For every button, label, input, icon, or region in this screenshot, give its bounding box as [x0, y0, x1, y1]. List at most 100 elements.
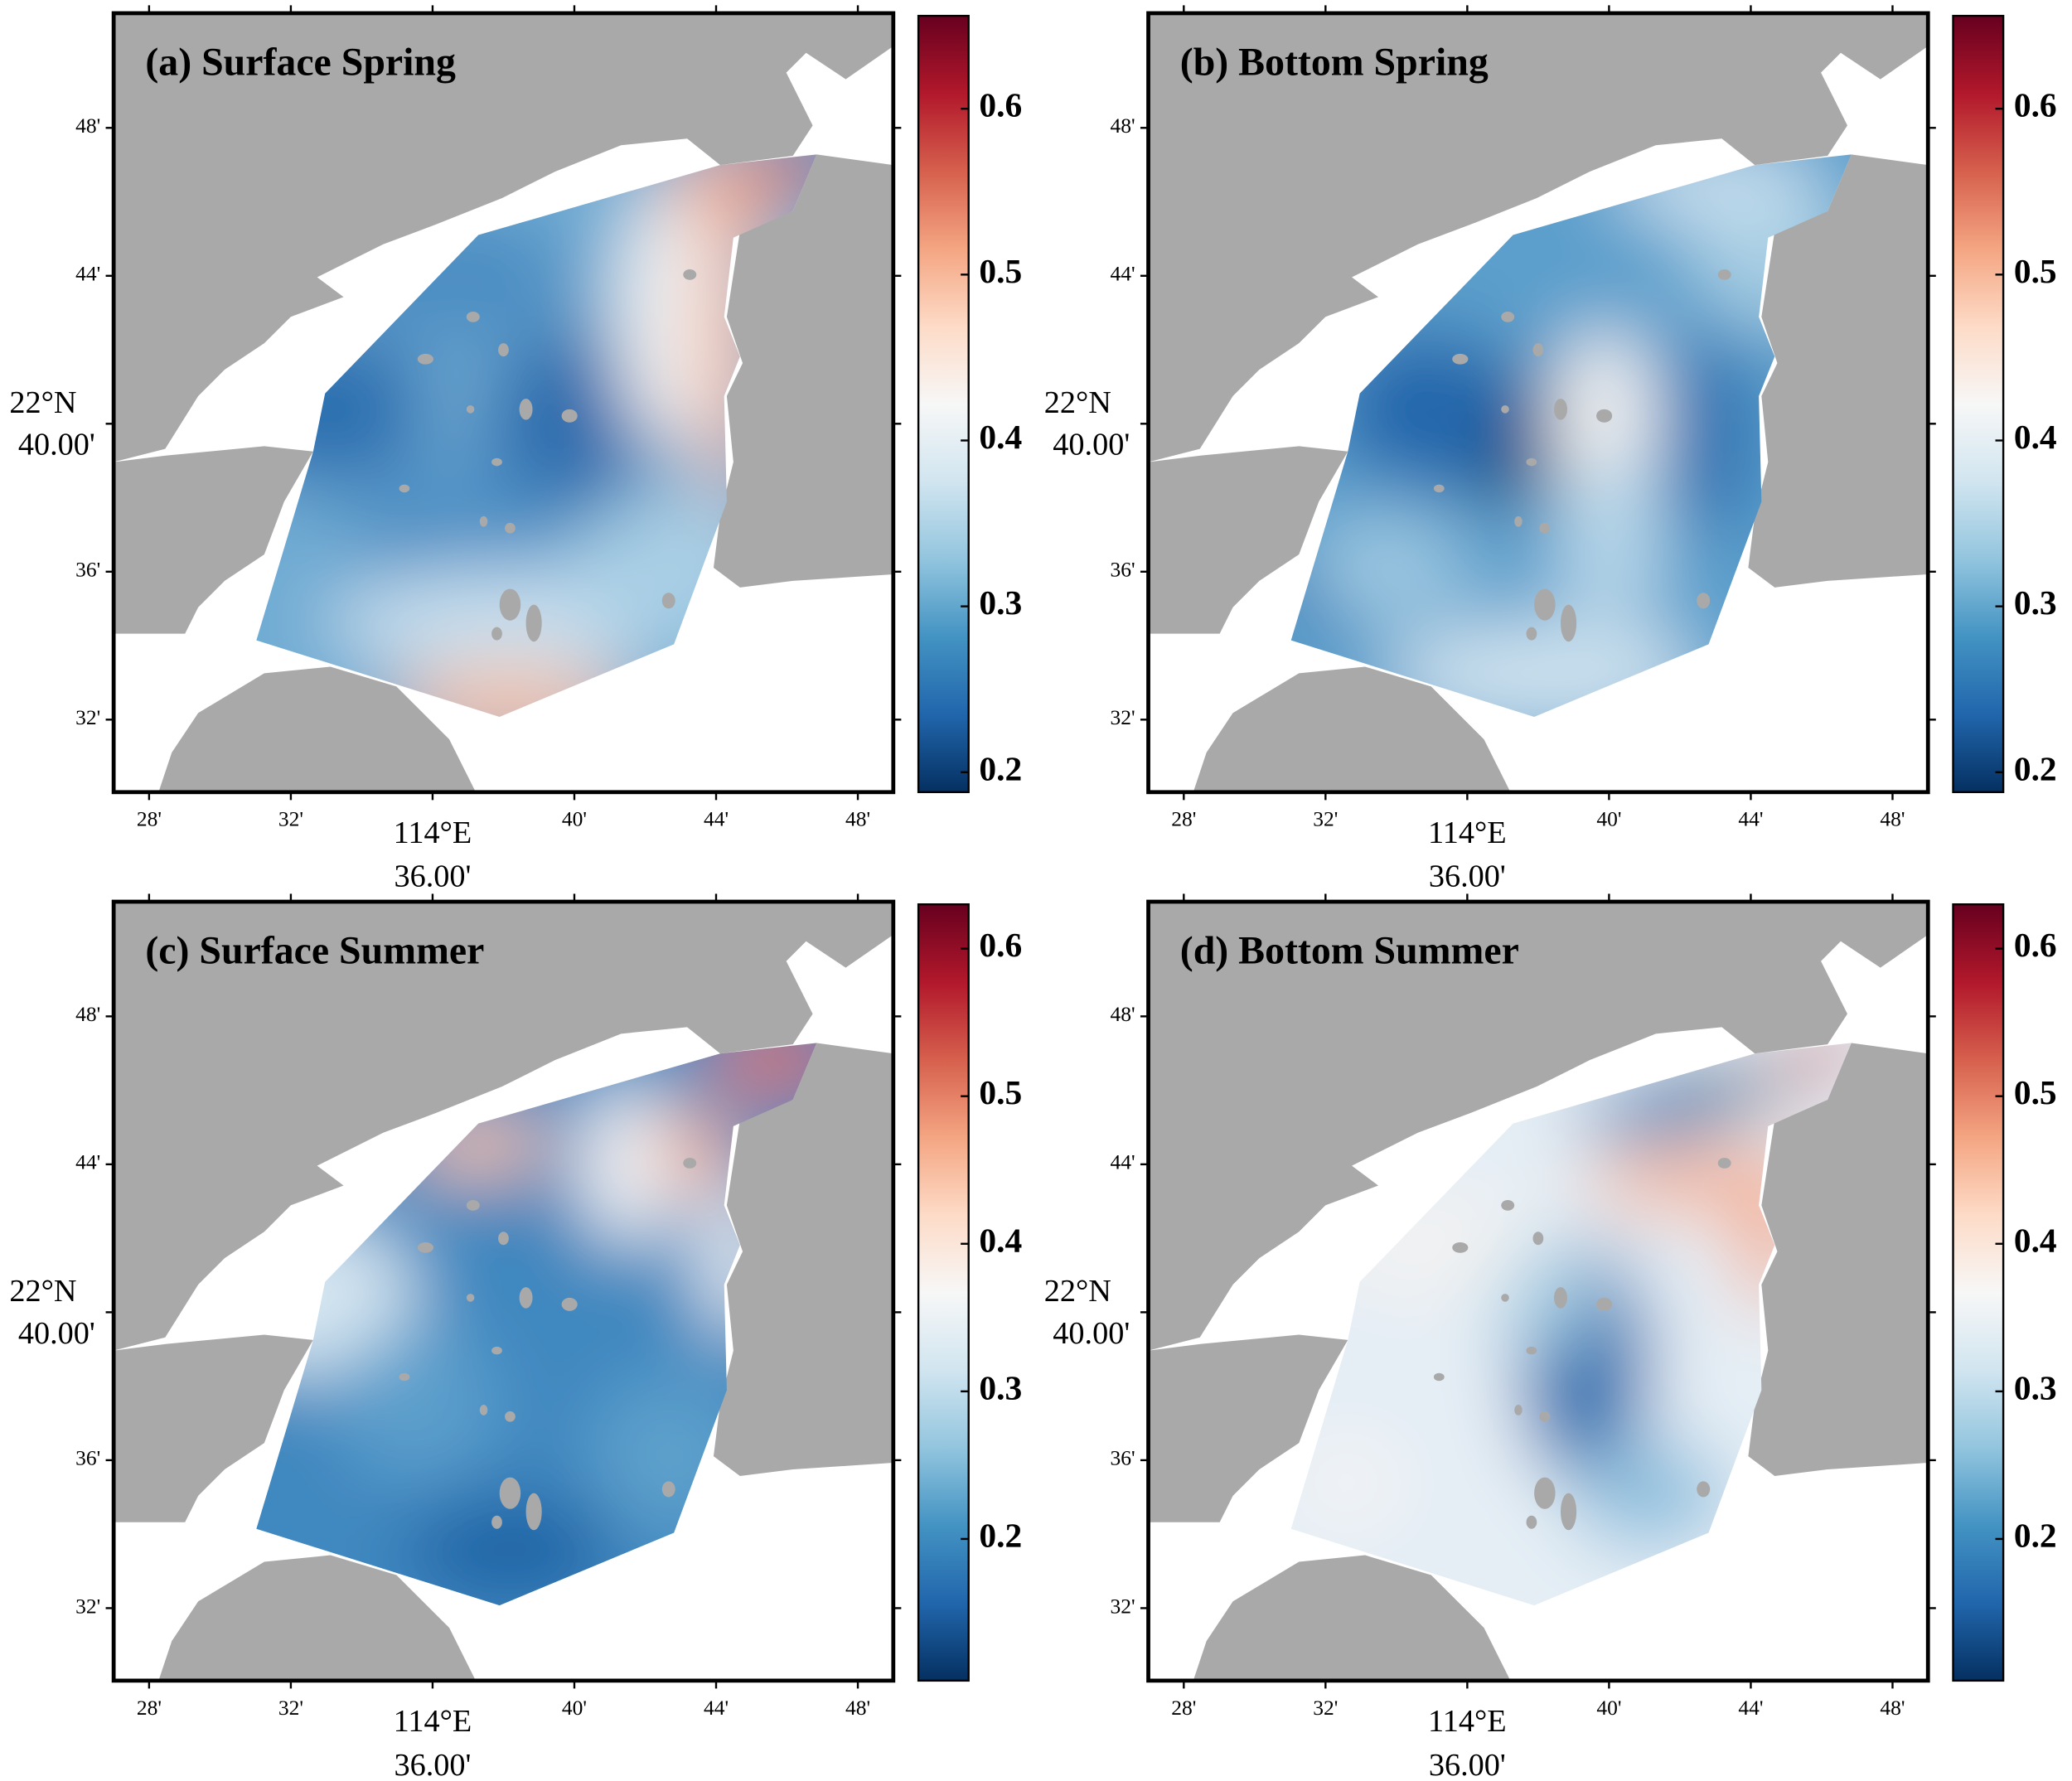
- colorbar-tick-label: 0.6: [979, 86, 1022, 124]
- colorbar: [1952, 14, 2005, 793]
- colorbar-tick-label: 0.5: [2014, 1073, 2057, 1111]
- x-tick-label: 36.00': [1429, 1748, 1506, 1781]
- heatmap-blob: [1306, 515, 1466, 621]
- x-tick-label: 28': [1171, 807, 1196, 831]
- heatmap-blob: [767, 154, 817, 186]
- heatmap-field: [256, 154, 817, 717]
- y-tick-label: 48': [1110, 1002, 1135, 1026]
- map-area: [1148, 12, 1929, 792]
- y-tick-label: 48': [75, 114, 100, 138]
- colorbar-tick-label: 0.2: [2014, 1516, 2057, 1554]
- y-tick-label: 44': [1110, 262, 1135, 286]
- map-frame: [111, 11, 896, 795]
- colorbar-tick-label: 0.3: [979, 1368, 1022, 1406]
- map-area: [114, 12, 893, 792]
- y-tick-label: 32': [75, 1594, 100, 1618]
- x-tick-label: 32': [1313, 1696, 1338, 1720]
- y-tick-label: 44': [1110, 1150, 1135, 1174]
- colorbar-tick-label: 0.6: [2014, 86, 2057, 124]
- heatmap-blob: [338, 1324, 497, 1483]
- heatmap-blob: [1492, 1245, 1598, 1351]
- x-tick-label: 40': [562, 807, 587, 831]
- x-tick-label: 40': [1596, 807, 1621, 831]
- y-tick-label: 32': [1110, 1594, 1135, 1618]
- x-tick-label: 28': [137, 807, 162, 831]
- heatmap-blob: [655, 1112, 735, 1193]
- heatmap-blob: [792, 1043, 817, 1061]
- colorbar-tick-label: 0.3: [979, 583, 1022, 622]
- colorbar: [917, 14, 970, 793]
- heatmap-blob: [390, 666, 629, 717]
- x-tick-label: 44': [1738, 807, 1763, 831]
- colorbar-tick-label: 0.5: [2014, 252, 2057, 290]
- map-panel: (b) Bottom Spring 28' 32' 114°E 36.00' 40' 44'…: [1044, 5, 2057, 894]
- y-tick-label: 44': [75, 262, 100, 286]
- colorbar-tick-label: 0.4: [979, 418, 1022, 456]
- x-tick-label: 40': [562, 1696, 587, 1720]
- y-tick-label: 40.00': [18, 428, 95, 462]
- y-tick-label: 44': [75, 1150, 100, 1174]
- colorbar-tick-label: 0.6: [979, 926, 1022, 964]
- colorbar-tick-label: 0.3: [2014, 1368, 2057, 1406]
- y-tick-label: 22°N: [1044, 1274, 1111, 1309]
- x-tick-label: 114°E: [1428, 815, 1507, 850]
- map-frame: [1146, 899, 1930, 1683]
- x-tick-label: 44': [704, 1696, 729, 1720]
- heatmap-blob: [1826, 1043, 1852, 1061]
- heatmap-blob: [1663, 330, 1756, 542]
- x-tick-label: 28': [137, 1696, 162, 1720]
- y-tick-label: 40.00': [18, 1316, 95, 1351]
- map-area: [1148, 902, 1929, 1681]
- x-tick-label: 48': [1880, 1696, 1905, 1720]
- x-tick-label: 28': [1171, 1696, 1196, 1720]
- colorbar: [917, 903, 970, 1682]
- heatmap-field: [256, 1043, 817, 1606]
- y-tick-label: 32': [75, 705, 100, 729]
- y-tick-label: 36': [1110, 1446, 1135, 1470]
- heatmap: [256, 154, 817, 717]
- colorbar-tick-label: 0.2: [979, 749, 1022, 787]
- map-area: [114, 902, 893, 1681]
- map-frame: [111, 899, 896, 1683]
- x-tick-label: 48': [845, 807, 870, 831]
- colorbar-tick-label: 0.2: [2014, 749, 2057, 787]
- y-tick-label: 40.00': [1053, 1316, 1130, 1351]
- figure-body: (a) Surface Spring 28' 32' 114°E 36.00' 40' 44…: [9, 5, 2057, 1781]
- y-tick-label: 48': [75, 1002, 100, 1026]
- colorbar-tick-label: 0.4: [2014, 1221, 2057, 1259]
- colorbar-tick-label: 0.4: [2014, 418, 2057, 456]
- y-tick-label: 36': [75, 558, 100, 582]
- x-tick-label: 44': [704, 807, 729, 831]
- x-tick-label: 48': [1880, 807, 1905, 831]
- colorbar-tick-label: 0.5: [979, 252, 1022, 290]
- panel-title: (c) Surface Summer: [145, 929, 484, 973]
- heatmap-blob: [1571, 1443, 1731, 1549]
- colorbar: [1952, 903, 2005, 1682]
- heatmap: [256, 1043, 817, 1606]
- y-tick-label: 40.00': [1053, 428, 1130, 462]
- y-tick-label: 36': [75, 1446, 100, 1470]
- colorbar-tick-label: 0.3: [2014, 583, 2057, 622]
- x-tick-label: 114°E: [394, 815, 472, 850]
- y-tick-label: 48': [1110, 114, 1135, 138]
- y-tick-label: 22°N: [1044, 385, 1111, 420]
- x-tick-label: 32': [278, 1696, 303, 1720]
- heatmap-blob: [576, 1087, 682, 1246]
- y-tick-label: 32': [1110, 705, 1135, 729]
- x-tick-label: 36.00': [1429, 859, 1506, 894]
- x-tick-label: 114°E: [394, 1704, 472, 1739]
- y-tick-label: 22°N: [9, 1274, 76, 1309]
- colorbar-tick-label: 0.4: [979, 1221, 1022, 1259]
- x-tick-label: 32': [278, 807, 303, 831]
- panel-title: (d) Bottom Summer: [1180, 929, 1519, 973]
- map-panel: (c) Surface Summer 28' 32' 114°E 36.00' 40' 44…: [9, 893, 1022, 1781]
- map-frame: [1146, 11, 1930, 795]
- x-tick-label: 44': [1738, 1696, 1763, 1720]
- x-tick-label: 114°E: [1428, 1704, 1507, 1739]
- y-tick-label: 36': [1110, 558, 1135, 582]
- panel-title: (b) Bottom Spring: [1180, 41, 1489, 85]
- y-tick-label: 22°N: [9, 385, 76, 420]
- x-tick-label: 40': [1596, 1696, 1621, 1720]
